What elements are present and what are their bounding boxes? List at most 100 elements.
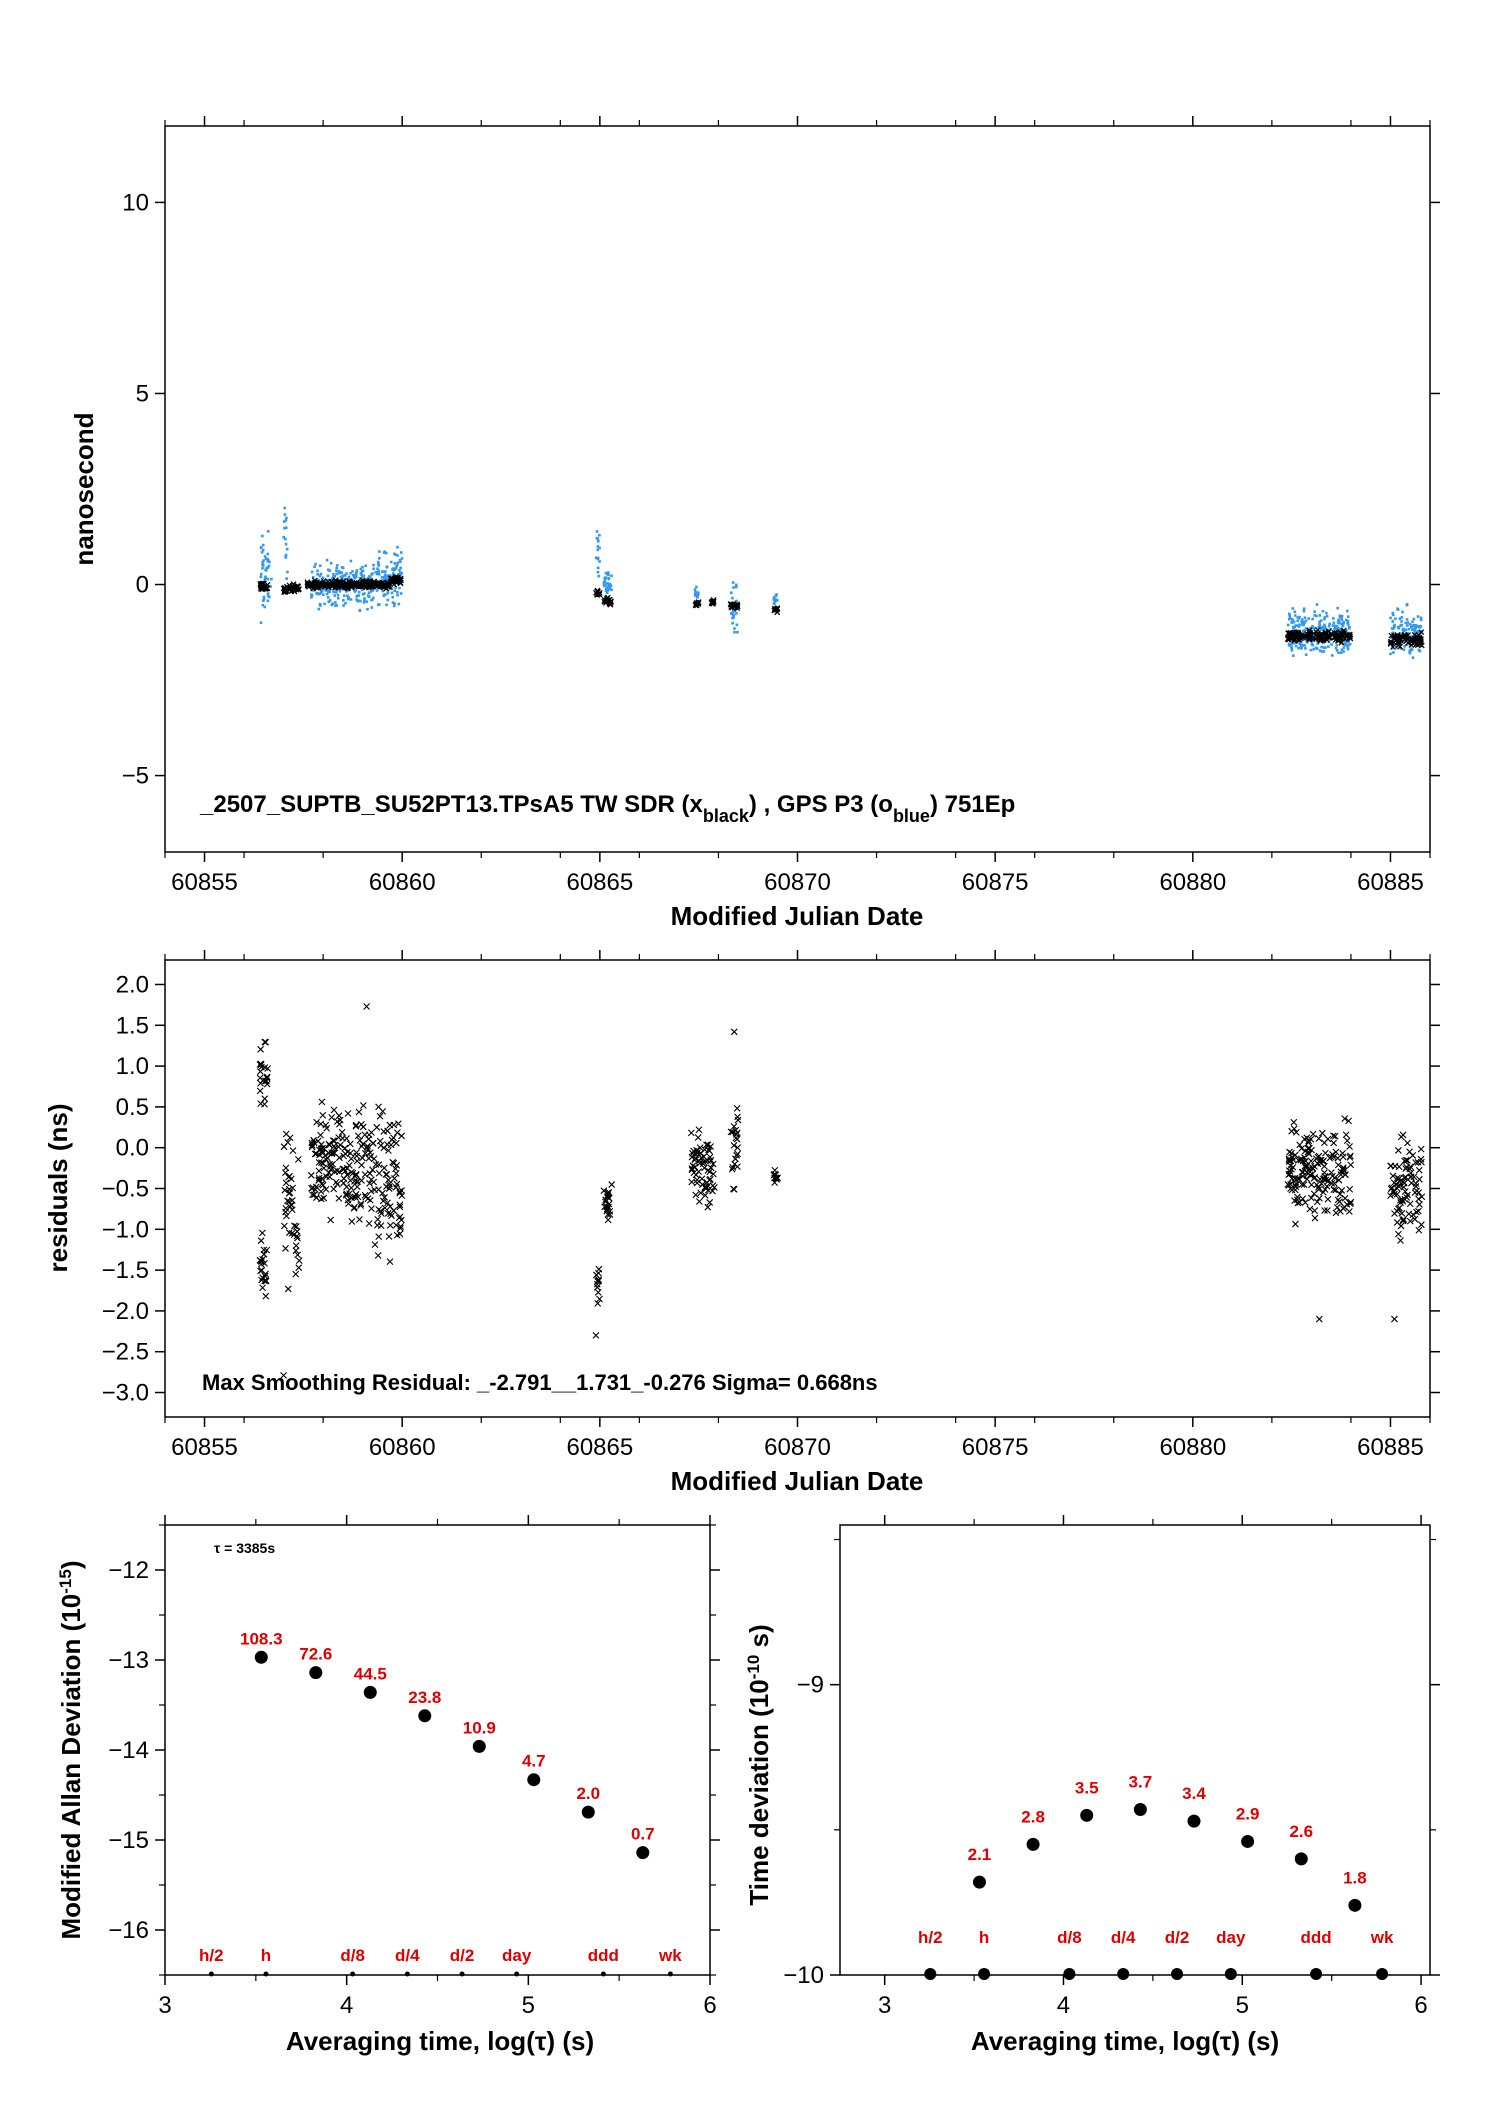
- residual-point: [370, 1155, 378, 1163]
- gps-point: [353, 590, 357, 593]
- gps-point: [323, 602, 326, 606]
- mdev-ylabel-sup: -15: [56, 1569, 75, 1594]
- residual-point: [1407, 1173, 1415, 1181]
- mdev-value-label: 10.9: [463, 1718, 496, 1737]
- residual-point: [396, 1201, 404, 1209]
- residual-point: [310, 1191, 318, 1199]
- gps-point: [336, 596, 340, 600]
- residual-point: [393, 1180, 401, 1188]
- residual-point: [1346, 1185, 1354, 1193]
- gps-point: [391, 601, 395, 604]
- gps-point: [355, 598, 358, 601]
- residual-point: [709, 1170, 717, 1178]
- residual-point: [373, 1123, 381, 1131]
- gps-point: [313, 565, 316, 569]
- twstft-point: [1291, 637, 1298, 644]
- residual-point: [391, 1175, 398, 1182]
- gps-point: [1313, 626, 1317, 630]
- mdev-y-axis-label: Modified Allan Deviation (10-15): [56, 1561, 87, 1940]
- gps-point: [261, 567, 264, 570]
- gps-point: [318, 574, 322, 578]
- gps-point: [391, 572, 395, 575]
- mdev-point: [309, 1666, 323, 1680]
- residual-point: [1345, 1117, 1352, 1125]
- residual-point: [256, 1068, 264, 1075]
- tdev-point: [1187, 1814, 1201, 1828]
- tau-marker-label: d/8: [340, 1946, 365, 1965]
- gps-point: [283, 513, 287, 516]
- gps-point: [1315, 603, 1319, 606]
- residual-point: [706, 1168, 714, 1176]
- gps-point: [343, 574, 346, 577]
- gps-point: [1340, 614, 1344, 618]
- residual-point: [1412, 1159, 1420, 1166]
- gps-point: [1335, 643, 1339, 647]
- gps-point: [340, 571, 344, 575]
- y-tick-label: 10: [122, 189, 149, 216]
- gps-point: [773, 599, 777, 603]
- x-tick-label: 5: [1236, 1992, 1249, 2019]
- gps-point: [310, 596, 313, 599]
- residual-point: [695, 1151, 703, 1159]
- annotation-mid: ) , GPS P3 (o: [749, 791, 893, 818]
- residual-point: [331, 1168, 339, 1175]
- gps-point: [1297, 646, 1300, 650]
- residual-point: [600, 1187, 608, 1195]
- gps-point: [1302, 623, 1305, 627]
- gps-point: [1337, 651, 1340, 655]
- tau-marker: [514, 1971, 520, 1977]
- gps-point: [362, 601, 366, 604]
- residual-point: [258, 1276, 266, 1284]
- gps-point: [266, 599, 270, 603]
- gps-point: [266, 530, 270, 533]
- residual-point: [377, 1142, 385, 1149]
- gps-point: [1327, 624, 1331, 628]
- residual-point: [369, 1140, 377, 1147]
- gps-point: [1399, 647, 1403, 650]
- residual-point: [260, 1246, 268, 1254]
- twstft-point: [389, 578, 396, 585]
- gps-point: [396, 561, 400, 565]
- x-tick-label: 60875: [962, 869, 1029, 896]
- twstft-point: [392, 574, 399, 580]
- residual-point: [1298, 1181, 1306, 1188]
- gps-point: [329, 561, 333, 565]
- gps-point: [395, 563, 399, 566]
- gps-point: [608, 587, 611, 591]
- x-tick-label: 6: [703, 1992, 716, 2019]
- residual-point: [692, 1191, 700, 1199]
- gps-point: [736, 630, 739, 634]
- twstft-point: [1340, 627, 1347, 634]
- x-tick-label: 60860: [369, 869, 436, 896]
- gps-point: [310, 570, 314, 574]
- gps-point: [597, 539, 600, 543]
- gps-point: [1417, 625, 1421, 628]
- gps-point: [1414, 626, 1417, 629]
- residual-point: [308, 1141, 316, 1149]
- residual-point: [703, 1141, 710, 1149]
- residual-point: [344, 1110, 352, 1117]
- gps-point: [260, 550, 264, 554]
- tau-marker-label: wk: [1370, 1928, 1394, 1947]
- gps-point: [269, 585, 272, 588]
- gps-point: [266, 594, 270, 598]
- gps-point: [311, 589, 315, 592]
- residual-point: [386, 1258, 394, 1265]
- tau-marker-label: d/4: [395, 1946, 420, 1965]
- twstft-point: [1320, 636, 1327, 643]
- twstft-point: [332, 582, 339, 589]
- residual-point: [1398, 1209, 1406, 1217]
- residual-point: [392, 1139, 400, 1147]
- gps-point: [1303, 616, 1307, 619]
- residual-point: [284, 1285, 292, 1293]
- residual-point: [366, 1180, 373, 1187]
- gps-point: [326, 596, 330, 599]
- residual-point: [1285, 1158, 1293, 1165]
- gps-point: [693, 588, 697, 591]
- gps-point: [341, 575, 344, 578]
- gps-point: [1339, 651, 1343, 655]
- annotation-sub-blue: blue: [893, 806, 930, 826]
- tau-marker-label: h: [979, 1928, 989, 1947]
- gps-point: [398, 569, 401, 572]
